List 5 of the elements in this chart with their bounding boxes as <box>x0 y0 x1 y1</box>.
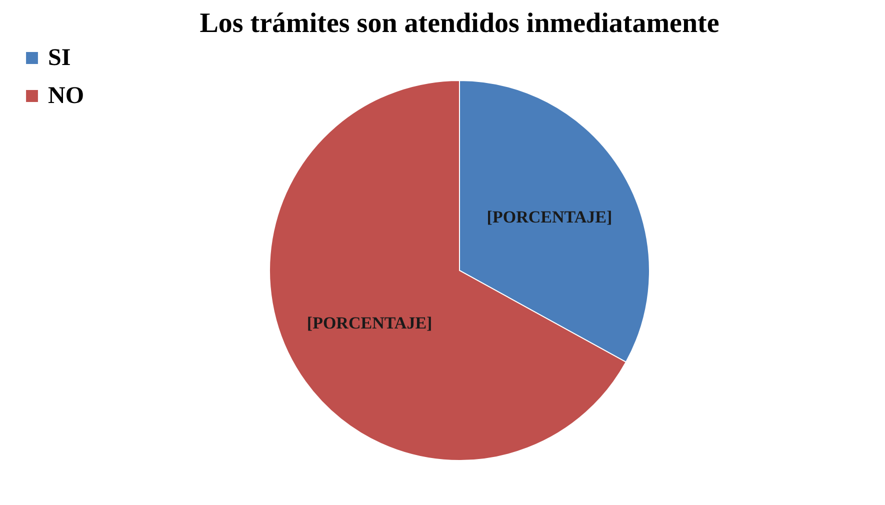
data-label: [PORCENTAJE] <box>486 207 612 226</box>
data-label: [PORCENTAJE] <box>306 314 432 333</box>
legend-label: SI <box>48 45 71 71</box>
chart-title: Los trámites son atendidos inmediatamente <box>200 8 720 39</box>
legend-label: NO <box>48 83 84 109</box>
